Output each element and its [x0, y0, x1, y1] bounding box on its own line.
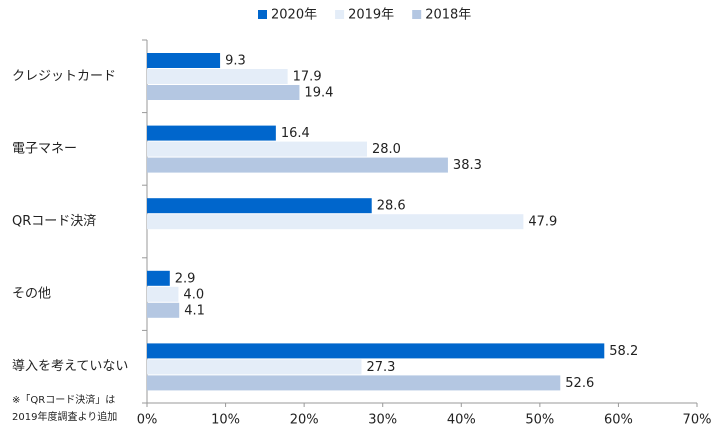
bar [147, 141, 367, 157]
x-tick-label: 30% [368, 413, 397, 428]
x-tick-label: 60% [604, 413, 633, 428]
data-label: 17.9 [293, 70, 322, 85]
bar [147, 375, 561, 391]
x-tick-label: 40% [447, 413, 476, 428]
data-label: 16.4 [281, 126, 310, 141]
x-tick-label: 0% [137, 413, 158, 428]
bar [147, 69, 288, 84]
data-label: 28.0 [372, 142, 401, 157]
legend-label: 2019年 [348, 8, 394, 23]
bar [147, 198, 372, 214]
bar [147, 270, 170, 286]
bar [147, 359, 362, 375]
data-label: 58.2 [609, 344, 638, 359]
x-tick-label: 10% [211, 413, 240, 428]
data-label: 4.1 [184, 303, 205, 318]
bar [147, 125, 276, 141]
y-tick-label: その他 [12, 287, 51, 302]
data-label: 38.3 [453, 158, 482, 173]
bar [147, 157, 448, 173]
data-label: 2.9 [175, 271, 196, 286]
data-label: 9.3 [225, 54, 246, 69]
data-label: 28.6 [377, 199, 406, 214]
bar [147, 214, 524, 230]
note: ※「QRコード決済」は [12, 393, 115, 406]
data-label: 27.3 [367, 360, 396, 375]
y-tick-label: クレジットカード [12, 69, 116, 84]
legend-swatch [335, 10, 345, 19]
bar [147, 53, 221, 68]
legend-swatch [412, 10, 422, 19]
y-tick-label: 電子マネー [12, 141, 77, 156]
legend-swatch [258, 10, 267, 19]
bar [147, 85, 300, 100]
data-label: 52.6 [565, 376, 594, 391]
note: 2019年度調査より追加 [12, 410, 117, 423]
x-tick-label: 70% [683, 413, 712, 428]
data-label: 47.9 [528, 215, 557, 230]
legend-label: 2020年 [271, 8, 317, 23]
x-tick-label: 50% [525, 413, 554, 428]
data-label: 19.4 [304, 86, 333, 101]
x-tick-label: 20% [290, 413, 319, 428]
bar [147, 302, 180, 318]
y-tick-label: 導入を考えていない [12, 359, 128, 374]
bar [147, 343, 605, 359]
legend-label: 2018年 [425, 8, 471, 23]
bar [147, 286, 179, 302]
data-label: 4.0 [183, 287, 204, 302]
y-tick-label: QRコード決済 [12, 213, 96, 229]
